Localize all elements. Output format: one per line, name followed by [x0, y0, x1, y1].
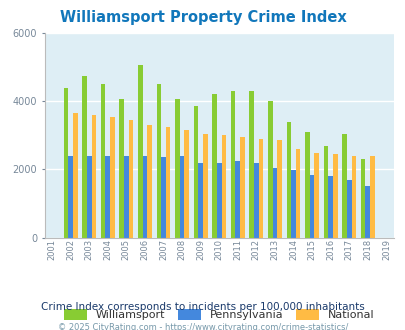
Bar [341, 134, 346, 238]
Text: © 2025 CityRating.com - https://www.cityrating.com/crime-statistics/: © 2025 CityRating.com - https://www.city… [58, 323, 347, 330]
Bar [119, 100, 124, 238]
Bar [351, 156, 355, 238]
Bar [249, 91, 254, 238]
Bar [305, 132, 309, 238]
Bar [272, 168, 277, 238]
Bar [82, 76, 87, 238]
Bar [110, 116, 115, 238]
Bar [221, 135, 226, 238]
Bar [332, 154, 337, 238]
Bar [216, 163, 221, 238]
Bar [202, 134, 207, 238]
Bar [165, 127, 170, 238]
Bar [124, 156, 128, 238]
Bar [184, 130, 189, 238]
Bar [161, 157, 165, 238]
Bar [369, 156, 374, 238]
Bar [290, 170, 295, 238]
Bar [346, 180, 351, 238]
Bar [328, 176, 332, 238]
Bar [212, 94, 216, 238]
Bar [73, 113, 77, 238]
Bar [156, 84, 161, 238]
Bar [267, 101, 272, 238]
Bar [105, 156, 110, 238]
Bar [198, 163, 202, 238]
Bar [286, 122, 290, 238]
Bar [100, 84, 105, 238]
Bar [68, 156, 73, 238]
Bar [175, 100, 179, 238]
Bar [258, 139, 263, 238]
Bar [142, 156, 147, 238]
Bar [193, 106, 198, 238]
Bar [92, 115, 96, 238]
Bar [313, 153, 318, 238]
Bar [364, 186, 369, 238]
Bar [128, 120, 133, 238]
Legend: Williamsport, Pennsylvania, National: Williamsport, Pennsylvania, National [60, 305, 377, 324]
Text: Williamsport Property Crime Index: Williamsport Property Crime Index [60, 10, 345, 25]
Text: Crime Index corresponds to incidents per 100,000 inhabitants: Crime Index corresponds to incidents per… [41, 302, 364, 312]
Bar [360, 159, 364, 238]
Bar [239, 137, 244, 238]
Bar [64, 87, 68, 238]
Bar [87, 156, 92, 238]
Bar [147, 125, 151, 238]
Bar [179, 156, 184, 238]
Bar [235, 161, 239, 238]
Bar [295, 149, 300, 238]
Bar [138, 65, 142, 238]
Bar [277, 140, 281, 238]
Bar [254, 163, 258, 238]
Bar [309, 175, 313, 238]
Bar [230, 91, 235, 238]
Bar [323, 146, 328, 238]
